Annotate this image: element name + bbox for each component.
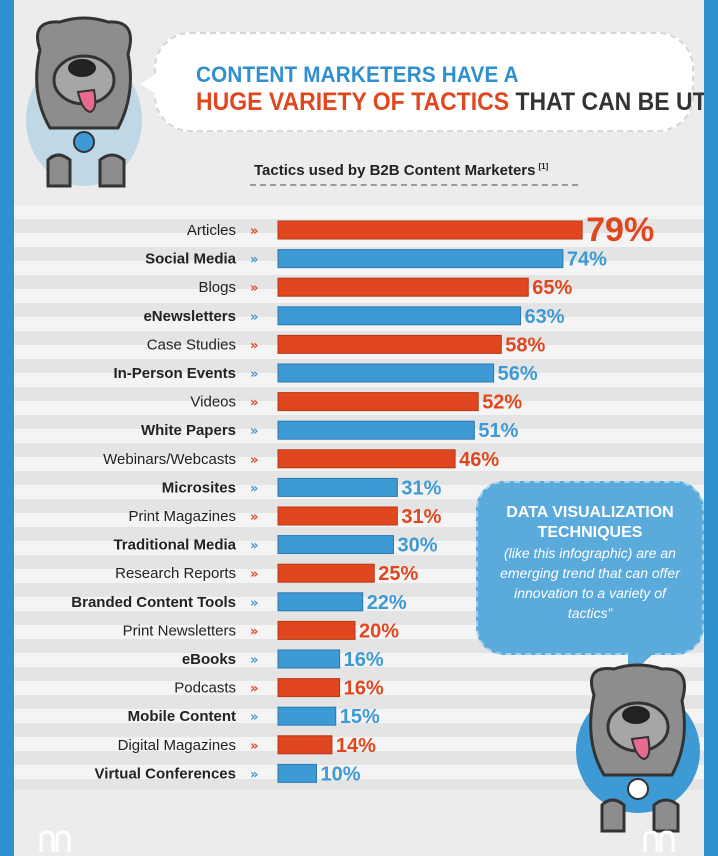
category-label: Articles [187, 222, 236, 239]
chevron-right-icon: » [250, 424, 258, 439]
category-label: eBooks [182, 651, 236, 668]
value-label: 15% [340, 706, 380, 728]
chevron-right-icon: » [250, 367, 258, 382]
chevron-right-icon: » [250, 739, 258, 754]
bar [277, 535, 394, 555]
value-label: 52% [482, 392, 522, 414]
bar [277, 763, 317, 783]
bar [277, 678, 341, 698]
chevron-right-icon: » [250, 481, 258, 496]
headline-line-1: CONTENT MARKETERS HAVE A [196, 62, 519, 87]
chevron-right-icon: » [250, 224, 258, 239]
chart-title-text: Tactics used by B2B Content Marketers [254, 162, 536, 179]
value-label: 22% [367, 592, 407, 614]
bar [277, 563, 375, 583]
chevron-right-icon: » [250, 281, 258, 296]
value-label: 56% [498, 363, 538, 385]
value-label: 31% [401, 506, 441, 528]
chevron-right-icon: » [250, 338, 258, 353]
chevron-right-icon: » [250, 510, 258, 525]
value-label: 16% [344, 649, 384, 671]
value-label: 79% [586, 211, 654, 249]
bar [277, 592, 364, 612]
value-label: 14% [336, 735, 376, 757]
category-label: eNewsletters [143, 308, 236, 325]
bar [277, 706, 337, 726]
category-label: Blogs [198, 279, 236, 296]
bar [277, 420, 475, 440]
category-label: Traditional Media [113, 537, 236, 554]
value-label: 10% [321, 763, 361, 785]
value-label: 63% [525, 306, 565, 328]
chevron-right-icon: » [250, 567, 258, 582]
value-label: 25% [378, 563, 418, 585]
infographic-frame: CONTENT MARKETERS HAVE A HUGE VARIETY OF… [14, 0, 704, 856]
headline-line-2: HUGE VARIETY OF TACTICS THAT CAN BE UTIL… [196, 88, 704, 117]
dog-mascot-icon [576, 663, 700, 833]
category-label: Microsites [162, 479, 236, 496]
category-label: Print Newsletters [123, 622, 236, 639]
bar [277, 449, 456, 469]
bar [277, 506, 398, 526]
bar [277, 277, 529, 297]
bar [277, 392, 479, 412]
paw-icon [643, 830, 675, 852]
callout-bold-text: DATA VISUALIZATION TECHNIQUES [506, 504, 674, 541]
chevron-right-icon: » [250, 396, 258, 411]
category-label: Branded Content Tools [71, 594, 236, 611]
chevron-right-icon: » [250, 653, 258, 668]
value-label: 74% [567, 249, 607, 271]
chevron-right-icon: » [250, 767, 258, 782]
category-label: Webinars/Webcasts [103, 451, 236, 468]
category-label: Videos [190, 394, 236, 411]
bar-chart: Articles » 79% Social Media » 74% Blogs » 65% eNe… [71, 211, 654, 785]
headline-bubble [140, 32, 694, 132]
dog-mascot-icon [26, 16, 142, 188]
chart-title: Tactics used by B2B Content Marketers [1] [254, 162, 548, 179]
value-label: 58% [505, 334, 545, 356]
category-label: Case Studies [147, 336, 236, 353]
bar [277, 334, 502, 354]
category-label: Print Magazines [128, 508, 236, 525]
bar [277, 735, 333, 755]
category-label: Virtual Conferences [95, 765, 236, 782]
category-label: White Papers [141, 422, 236, 439]
value-label: 31% [401, 477, 441, 499]
value-label: 65% [532, 277, 572, 299]
value-label: 30% [398, 535, 438, 557]
chevron-right-icon: » [250, 682, 258, 697]
chevron-right-icon: » [250, 539, 258, 554]
bar [277, 649, 341, 669]
value-label: 16% [344, 678, 384, 700]
category-label: Social Media [145, 251, 237, 268]
category-label: Podcasts [174, 680, 236, 697]
bar [277, 477, 398, 497]
chevron-right-icon: » [250, 624, 258, 639]
chevron-right-icon: » [250, 453, 258, 468]
title-divider [250, 184, 578, 186]
category-label: Research Reports [115, 565, 236, 582]
chevron-right-icon: » [250, 596, 258, 611]
paw-icon [39, 830, 71, 852]
category-label: Digital Magazines [118, 737, 236, 754]
bar [277, 306, 522, 326]
callout-bubble: DATA VISUALIZATION TECHNIQUES (like this… [476, 481, 704, 677]
bar [277, 220, 583, 240]
category-label: Mobile Content [128, 708, 236, 725]
bar [277, 363, 495, 383]
headline-highlight: HUGE VARIETY OF TACTICS [196, 88, 510, 116]
chart-title-note: [1] [538, 162, 549, 171]
headline-rest: THAT CAN BE UTILIZED [515, 88, 704, 116]
value-label: 20% [359, 620, 399, 642]
category-label: In-Person Events [113, 365, 236, 382]
value-label: 46% [459, 449, 499, 471]
chevron-right-icon: » [250, 310, 258, 325]
chevron-right-icon: » [250, 253, 258, 268]
bar [277, 620, 356, 640]
chevron-right-icon: » [250, 710, 258, 725]
value-label: 51% [478, 420, 518, 442]
callout-italic-text: (like this infographic) are an emerging … [500, 545, 680, 621]
bar [277, 249, 564, 269]
